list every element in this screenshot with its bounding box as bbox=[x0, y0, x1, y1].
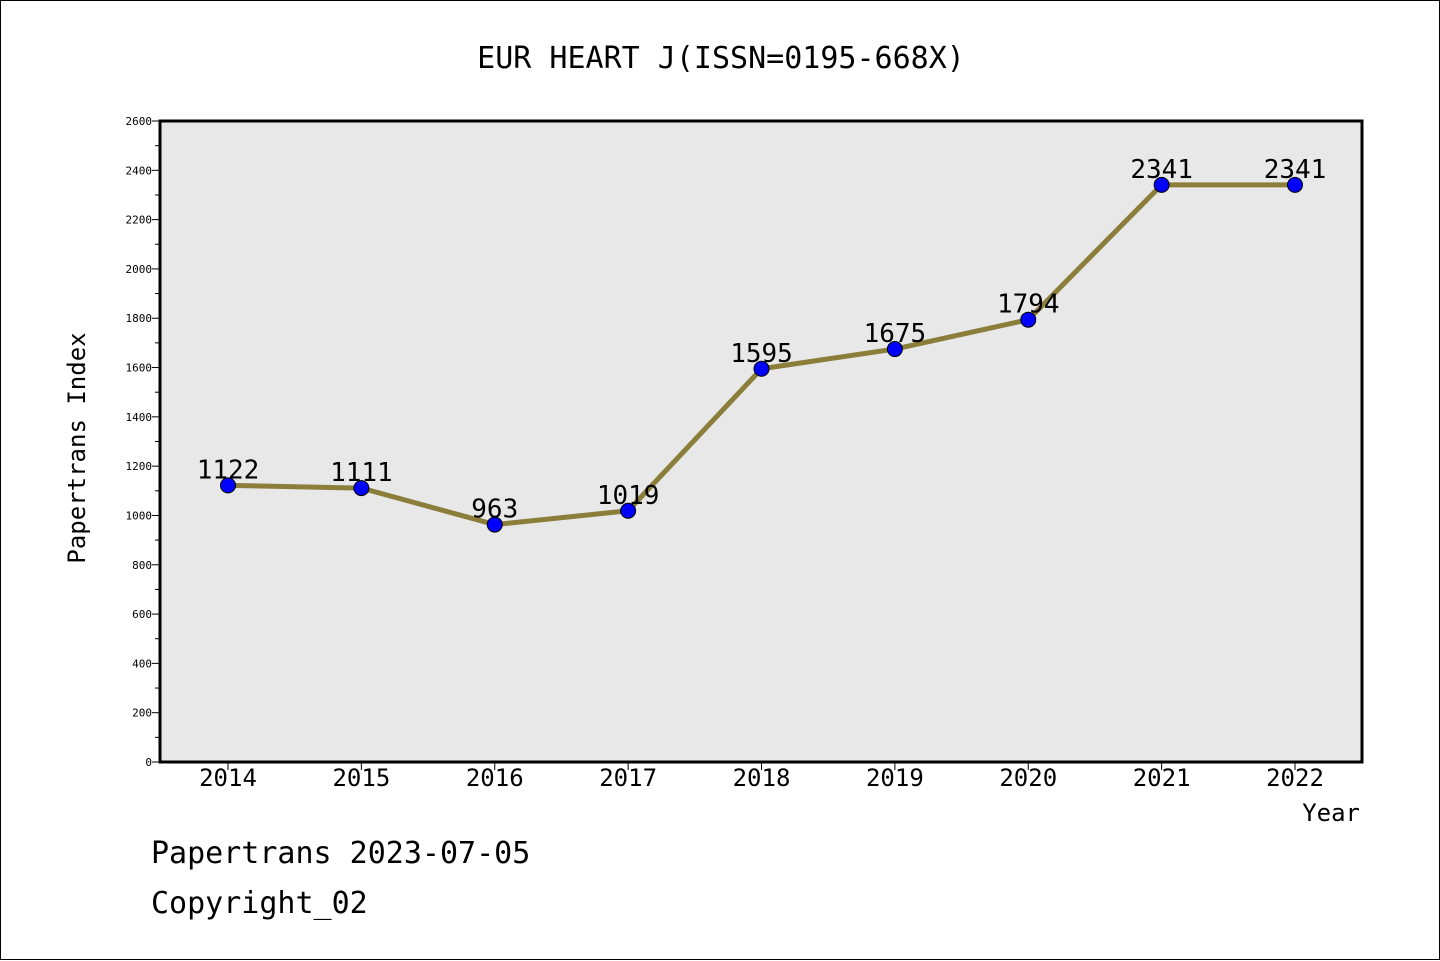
y-tick-label: 2000 bbox=[126, 263, 153, 276]
data-label: 1122 bbox=[197, 455, 260, 485]
series-group bbox=[220, 176, 1303, 533]
data-label: 1019 bbox=[597, 481, 660, 511]
x-tick-label: 2015 bbox=[332, 764, 390, 792]
data-label: 2341 bbox=[1130, 155, 1193, 185]
data-label: 1794 bbox=[997, 290, 1060, 320]
data-point bbox=[1020, 311, 1037, 328]
x-tick-label: 2014 bbox=[199, 764, 257, 792]
data-point bbox=[1153, 176, 1170, 193]
data-point bbox=[886, 341, 903, 358]
y-tick-label: 1000 bbox=[126, 509, 153, 522]
data-label: 1111 bbox=[330, 458, 393, 488]
data-label: 1595 bbox=[730, 339, 793, 369]
x-axis-label: Year bbox=[1302, 799, 1360, 827]
y-tick-label: 0 bbox=[145, 756, 152, 769]
data-point bbox=[1287, 176, 1303, 193]
y-axis-label: Papertrans Index bbox=[63, 332, 91, 563]
data-point bbox=[220, 477, 236, 494]
data-point bbox=[353, 480, 370, 497]
plot-area bbox=[158, 119, 1364, 764]
y-tick-label: 2400 bbox=[126, 164, 153, 177]
y-tick-label: 400 bbox=[132, 657, 152, 670]
x-tick-label: 2019 bbox=[866, 764, 924, 792]
y-axis: 0 200 400 600 800 1000 1200 1400 1600 1800 2000 220… bbox=[126, 115, 160, 769]
data-point bbox=[486, 516, 503, 533]
y-tick-label: 2200 bbox=[126, 214, 153, 227]
data-label: 963 bbox=[471, 495, 518, 525]
data-label: 2341 bbox=[1264, 155, 1327, 185]
data-labels: 1122 1111 963 1019 1595 1675 1794 2341 2341 bbox=[197, 155, 1327, 525]
x-tick-label: 2016 bbox=[466, 764, 524, 792]
chart-title: EUR HEART J(ISSN=0195-668X) bbox=[477, 41, 965, 76]
data-point bbox=[753, 360, 770, 377]
y-tick-label: 1400 bbox=[126, 411, 153, 424]
y-tick-label: 800 bbox=[132, 559, 152, 572]
x-tick-label: 2018 bbox=[733, 764, 791, 792]
x-tick-label: 2020 bbox=[999, 764, 1057, 792]
y-tick-label: 200 bbox=[132, 707, 152, 720]
x-tick-label: 2022 bbox=[1266, 764, 1324, 792]
footer-copyright-text: Copyright_02 bbox=[151, 886, 368, 921]
x-tick-label: 2017 bbox=[599, 764, 657, 792]
footer-date-text: Papertrans 2023-07-05 bbox=[151, 836, 531, 871]
x-axis: 2014 2015 2016 2017 2018 2019 2020 2021 2022 bbox=[199, 762, 1324, 792]
data-point bbox=[620, 502, 637, 519]
y-tick-label: 1200 bbox=[126, 460, 153, 473]
y-tick-label: 1600 bbox=[126, 362, 153, 375]
y-tick-label: 1800 bbox=[126, 312, 153, 325]
x-tick-label: 2021 bbox=[1133, 764, 1191, 792]
y-tick-label: 2600 bbox=[126, 115, 153, 128]
data-label: 1675 bbox=[864, 319, 927, 349]
y-tick-label: 600 bbox=[132, 608, 152, 621]
